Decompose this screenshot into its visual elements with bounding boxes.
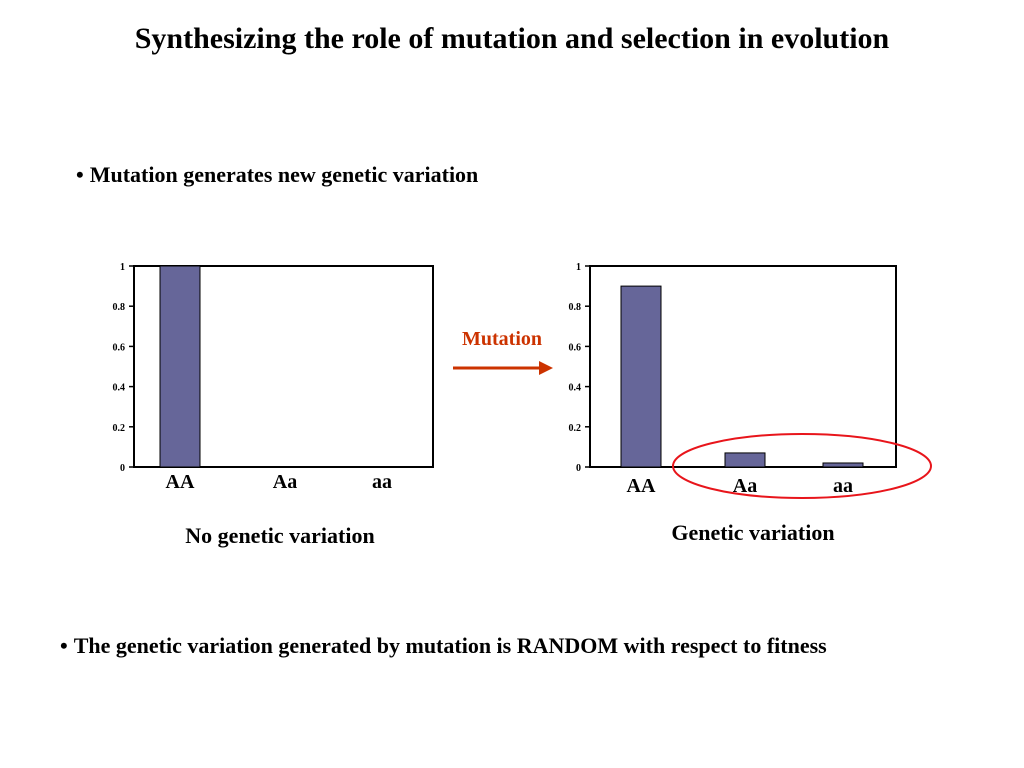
mutation-arrow-label: Mutation <box>462 328 542 350</box>
bullet-dot-icon: • <box>76 162 84 187</box>
chart-2-ytick-label: 0 <box>576 463 581 474</box>
chart-1-ytick-label: 0.2 <box>113 423 126 434</box>
chart-1-frame <box>133 265 434 468</box>
chart-2-ytick-label: 0.2 <box>569 423 582 434</box>
chart-1-category-label: Aa <box>273 471 297 493</box>
chart-1-ytick-label: 1 <box>120 262 125 273</box>
chart-2-ytick-label: 1 <box>576 262 581 273</box>
highlight-ellipse <box>672 433 932 499</box>
caption-variation: Genetic variation <box>671 520 835 545</box>
chart-2-bar-AA <box>620 285 662 468</box>
chart-1-ytick-label: 0 <box>120 463 125 474</box>
chart-2-bar-aa <box>822 462 864 468</box>
chart-2-category-label: Aa <box>733 475 757 497</box>
caption-no-variation: No genetic variation <box>185 523 375 548</box>
mutation-arrow-head-icon <box>539 361 553 375</box>
bullet-text: The genetic variation generated by mutat… <box>73 633 827 658</box>
chart-2-ytick-label: 0.8 <box>569 302 582 313</box>
chart-2-category-label: aa <box>833 475 853 497</box>
chart-1-ytick-label: 0.6 <box>113 342 126 353</box>
bullet-dot-icon: • <box>60 633 68 658</box>
chart-2-category-label: AA <box>627 475 656 497</box>
chart-2-ytick-label: 0.4 <box>569 383 582 394</box>
slide-title: Synthesizing the role of mutation and se… <box>134 22 890 55</box>
chart-2-ytick-label: 0.6 <box>569 342 582 353</box>
bullet-mutation-generates: • Mutation generates new genetic variatio… <box>76 162 478 188</box>
bullet-random-variation: • The genetic variation generated by muta… <box>60 633 827 659</box>
chart-1-ytick-label: 0.4 <box>113 383 126 394</box>
chart-1-ytick-label: 0.8 <box>113 302 126 313</box>
bullet-text: Mutation generates new genetic variation <box>89 162 479 187</box>
chart-1-category-label: aa <box>372 471 392 493</box>
chart-2-bar-Aa <box>724 452 766 468</box>
chart-1-bar-AA <box>159 265 201 468</box>
chart-1-category-label: AA <box>166 471 195 493</box>
